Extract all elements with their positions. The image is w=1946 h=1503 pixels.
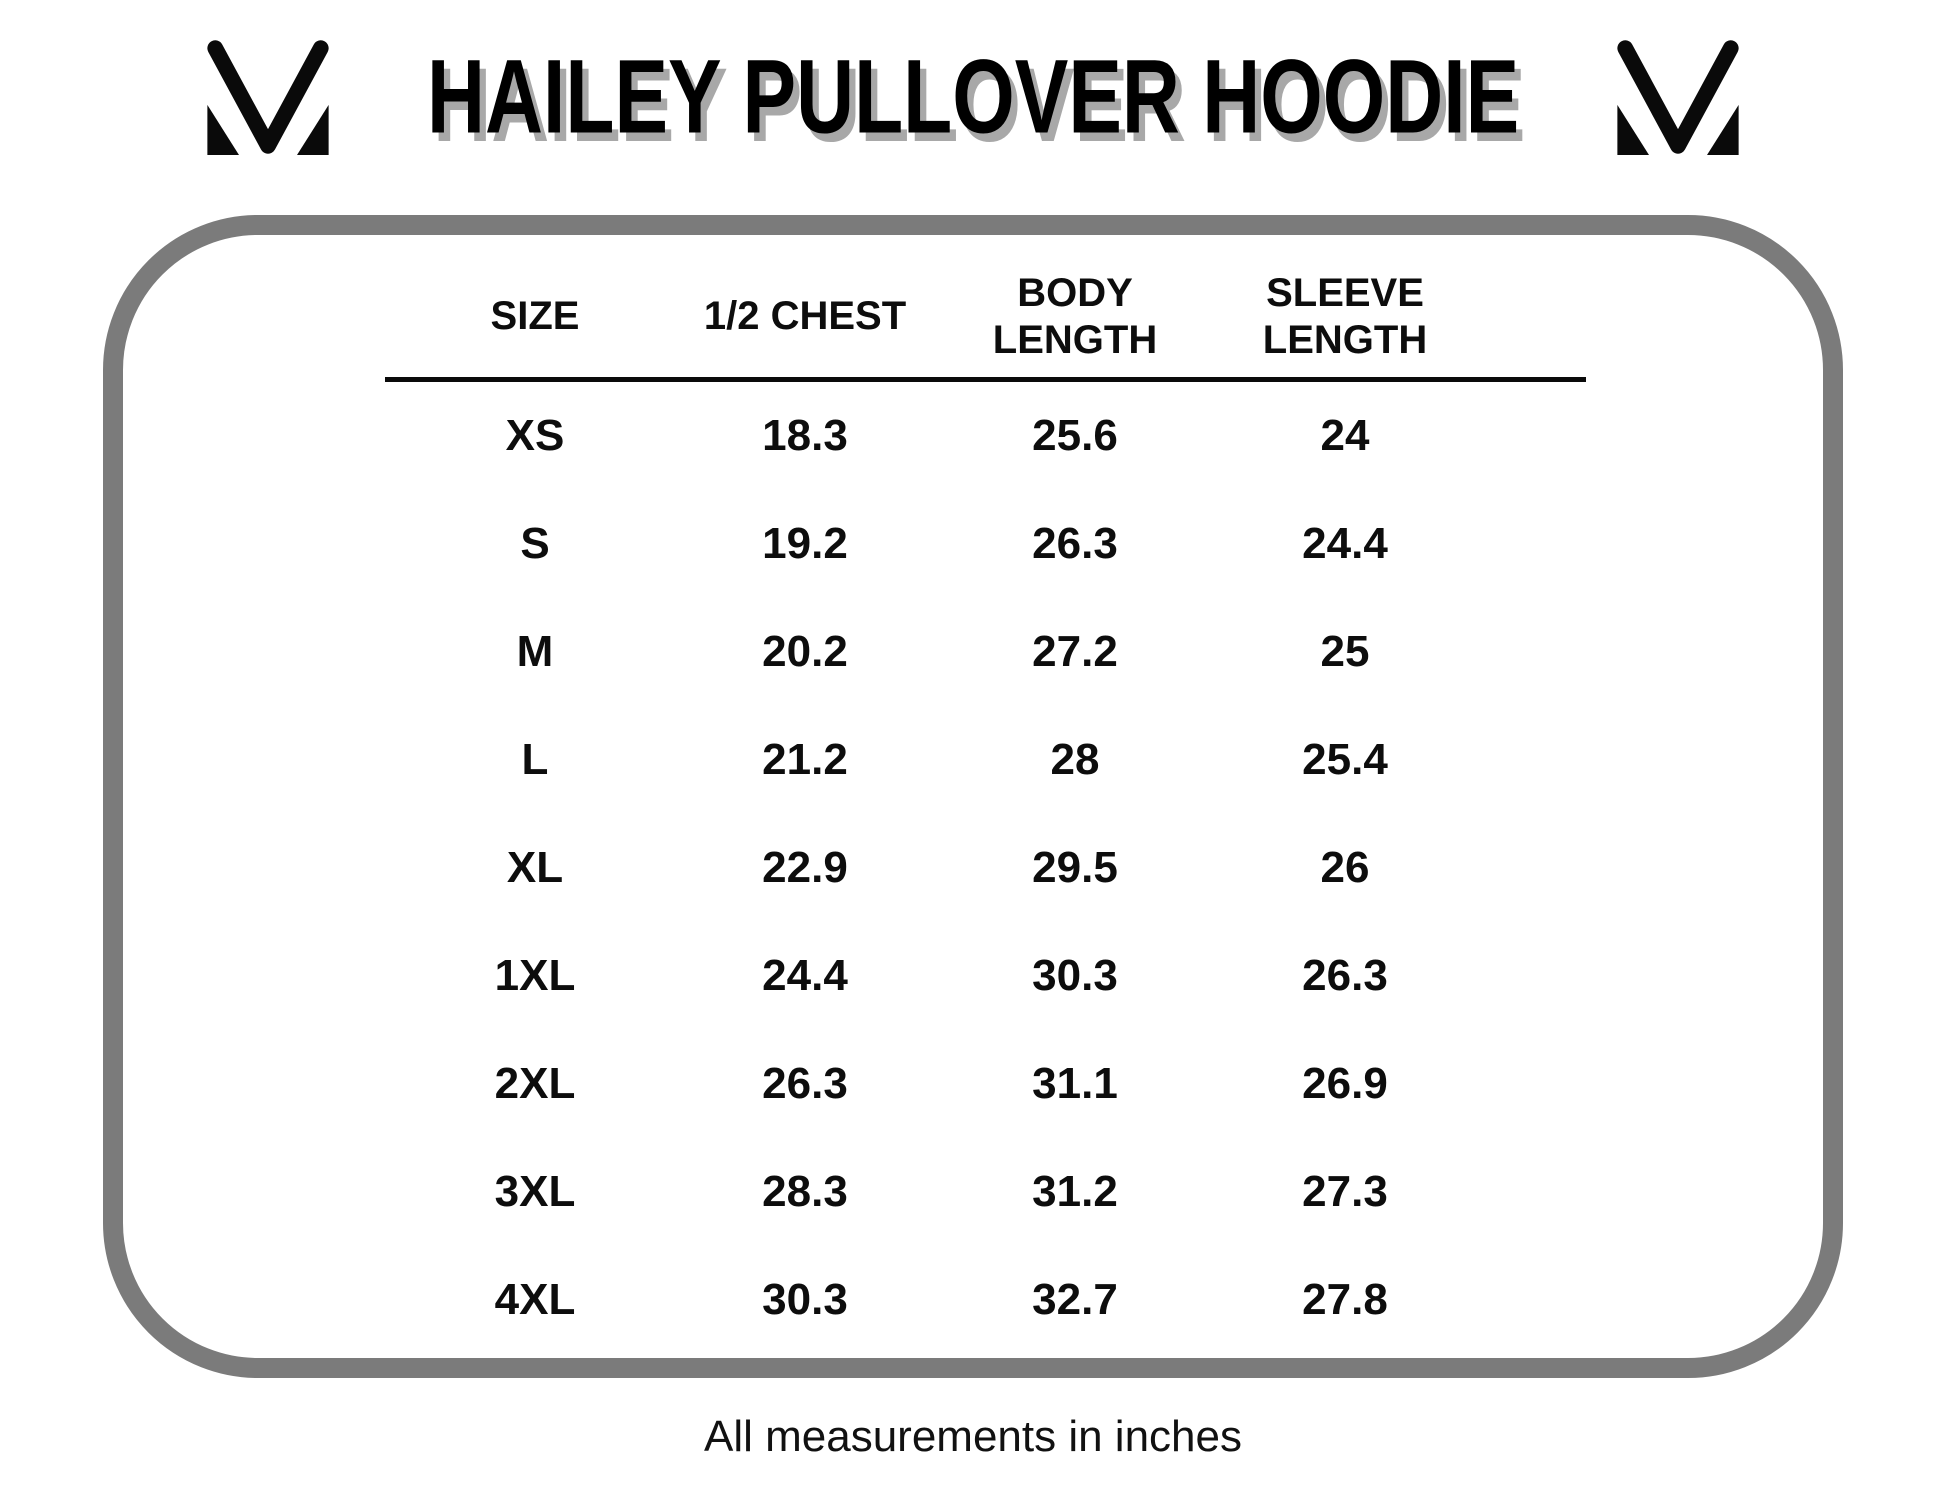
body-length-value: 31.2 xyxy=(1032,1167,1118,1216)
column-header-body-length: BODY LENGTH xyxy=(992,270,1158,362)
table-row-4xl: 4XL 30.3 32.7 27.8 xyxy=(400,1246,1480,1354)
sleeve-length-value: 24 xyxy=(1320,411,1370,460)
sleeve-length-value: 25.4 xyxy=(1302,735,1388,784)
table-row-l: L 21.2 28 25.4 xyxy=(400,706,1480,814)
half-chest-value: 21.2 xyxy=(762,735,848,784)
size-label: 1XL xyxy=(494,951,576,1000)
body-length-value: 29.5 xyxy=(1032,843,1118,892)
half-chest-value: 20.2 xyxy=(762,627,848,676)
body-length-value: 25.6 xyxy=(1032,411,1118,460)
table-row-1xl: 1XL 24.4 30.3 26.3 xyxy=(400,922,1480,1030)
sleeve-length-value: 26 xyxy=(1320,843,1370,892)
size-label: L xyxy=(521,735,549,784)
half-chest-value: 26.3 xyxy=(762,1059,848,1108)
size-chart-panel: SIZE 1/2 CHEST BODY LENGTH SLEEVE LENGTH… xyxy=(103,215,1843,1378)
page-title-text: HAILEY PULLOVER HOODIE xyxy=(426,37,1520,156)
size-label: XL xyxy=(506,843,564,892)
table-row-xl: XL 22.9 29.5 26 xyxy=(400,814,1480,922)
mv-monogram-icon xyxy=(1612,39,1744,155)
page-title: HAILEY PULLOVER HOODIE xyxy=(348,37,1598,157)
mv-monogram-icon xyxy=(202,39,334,155)
size-label: 2XL xyxy=(494,1059,576,1108)
sleeve-length-value: 27.3 xyxy=(1302,1167,1388,1216)
size-label: 4XL xyxy=(494,1275,576,1324)
column-header-half-chest: 1/2 CHEST xyxy=(703,294,907,339)
half-chest-value: 22.9 xyxy=(762,843,848,892)
sleeve-length-value: 24.4 xyxy=(1302,519,1388,568)
measurements-note: All measurements in inches xyxy=(703,1412,1242,1461)
sleeve-length-value: 26.9 xyxy=(1302,1059,1388,1108)
body-length-value: 26.3 xyxy=(1032,519,1118,568)
table-header-row: SIZE 1/2 CHEST BODY LENGTH SLEEVE LENGTH xyxy=(400,261,1480,373)
size-label: XS xyxy=(505,411,565,460)
half-chest-value: 28.3 xyxy=(762,1167,848,1216)
half-chest-value: 30.3 xyxy=(762,1275,848,1324)
half-chest-value: 24.4 xyxy=(762,951,848,1000)
sleeve-length-value: 26.3 xyxy=(1302,951,1388,1000)
column-header-size: SIZE xyxy=(490,294,580,339)
body-length-value: 27.2 xyxy=(1032,627,1118,676)
table-row-m: M 20.2 27.2 25 xyxy=(400,598,1480,706)
sleeve-length-value: 27.8 xyxy=(1302,1275,1388,1324)
table-row-s: S 19.2 26.3 24.4 xyxy=(400,490,1480,598)
header-divider xyxy=(385,377,1586,382)
size-label: 3XL xyxy=(494,1167,576,1216)
body-length-value: 30.3 xyxy=(1032,951,1118,1000)
sleeve-length-value: 25 xyxy=(1320,627,1370,676)
table-row-xs: XS 18.3 25.6 24 xyxy=(400,382,1480,490)
table-body: XS 18.3 25.6 24 S 19.2 26.3 24.4 M 20.2 … xyxy=(400,382,1480,1354)
size-label: M xyxy=(516,627,554,676)
size-label: S xyxy=(520,519,550,568)
body-length-value: 31.1 xyxy=(1032,1059,1118,1108)
body-length-value: 28 xyxy=(1050,735,1100,784)
half-chest-value: 19.2 xyxy=(762,519,848,568)
body-length-value: 32.7 xyxy=(1032,1275,1118,1324)
brand-header: HAILEY PULLOVER HOODIE xyxy=(0,22,1946,172)
half-chest-value: 18.3 xyxy=(762,411,848,460)
table-row-3xl: 3XL 28.3 31.2 27.3 xyxy=(400,1138,1480,1246)
table-row-2xl: 2XL 26.3 31.1 26.9 xyxy=(400,1030,1480,1138)
column-header-sleeve-length: SLEEVE LENGTH xyxy=(1262,270,1428,362)
